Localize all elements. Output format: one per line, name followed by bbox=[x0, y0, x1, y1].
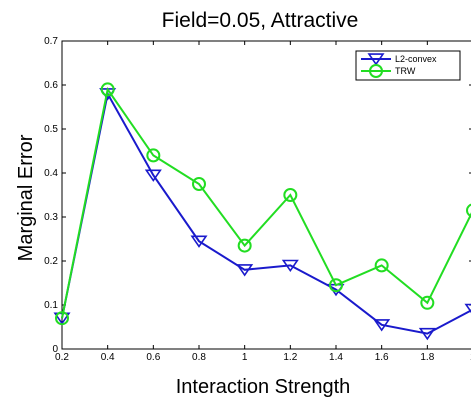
legend-label: L2-convex bbox=[395, 54, 437, 64]
plot-area bbox=[61, 40, 471, 350]
data-point bbox=[373, 319, 391, 332]
y-tick-label: 0.5 bbox=[44, 124, 58, 135]
x-tick-label: 0.4 bbox=[101, 352, 115, 363]
y-tick-label: 0.2 bbox=[44, 256, 58, 267]
data-point bbox=[281, 259, 299, 273]
x-tick-label: 1.6 bbox=[375, 352, 389, 363]
data-point bbox=[237, 238, 252, 253]
legend: L2-convex TRW bbox=[355, 50, 461, 81]
x-axis-label: Interaction Strength bbox=[176, 376, 351, 398]
data-point bbox=[329, 278, 343, 293]
x-tick-label: 0.2 bbox=[55, 352, 69, 363]
y-tick-label: 0.4 bbox=[44, 168, 58, 179]
legend-label: TRW bbox=[395, 66, 416, 76]
series-line bbox=[61, 86, 471, 319]
y-tick-label: 0.3 bbox=[44, 212, 58, 223]
y-tick-label: 0.1 bbox=[44, 300, 58, 311]
data-point bbox=[418, 327, 436, 341]
data-point bbox=[466, 203, 471, 218]
x-tick-label: 1.8 bbox=[420, 352, 434, 363]
data-point bbox=[283, 188, 298, 202]
axis-ticks: 0.20.40.60.811.21.41.61.8200.10.20.30.40… bbox=[44, 36, 471, 363]
legend-marker bbox=[369, 64, 383, 78]
data-point bbox=[420, 295, 435, 310]
x-tick-label: 1.4 bbox=[329, 352, 343, 363]
data-point bbox=[374, 258, 389, 273]
legend-marker bbox=[367, 53, 385, 66]
x-tick-label: 0.8 bbox=[192, 352, 206, 363]
series-line bbox=[61, 90, 471, 335]
series-trw bbox=[55, 82, 471, 326]
x-tick-label: 0.6 bbox=[146, 352, 160, 363]
data-point bbox=[464, 303, 471, 314]
data-point bbox=[55, 311, 69, 326]
series-layer bbox=[53, 82, 471, 341]
data-point bbox=[236, 264, 254, 277]
data-point bbox=[144, 169, 162, 182]
x-tick-label: 1 bbox=[242, 352, 248, 363]
y-tick-label: 0.7 bbox=[44, 36, 58, 47]
series-l2-convex bbox=[53, 88, 471, 341]
chart-title: Field=0.05, Attractive bbox=[162, 9, 359, 32]
data-point bbox=[146, 148, 161, 163]
x-tick-label: 1.2 bbox=[283, 352, 297, 363]
plot-frame bbox=[61, 40, 471, 350]
y-axis-label: Marginal Error bbox=[15, 134, 37, 261]
data-point bbox=[192, 177, 206, 191]
data-point bbox=[190, 235, 208, 248]
data-point bbox=[100, 82, 115, 97]
y-tick-label: 0.6 bbox=[44, 80, 58, 91]
y-tick-label: 0 bbox=[52, 344, 58, 355]
